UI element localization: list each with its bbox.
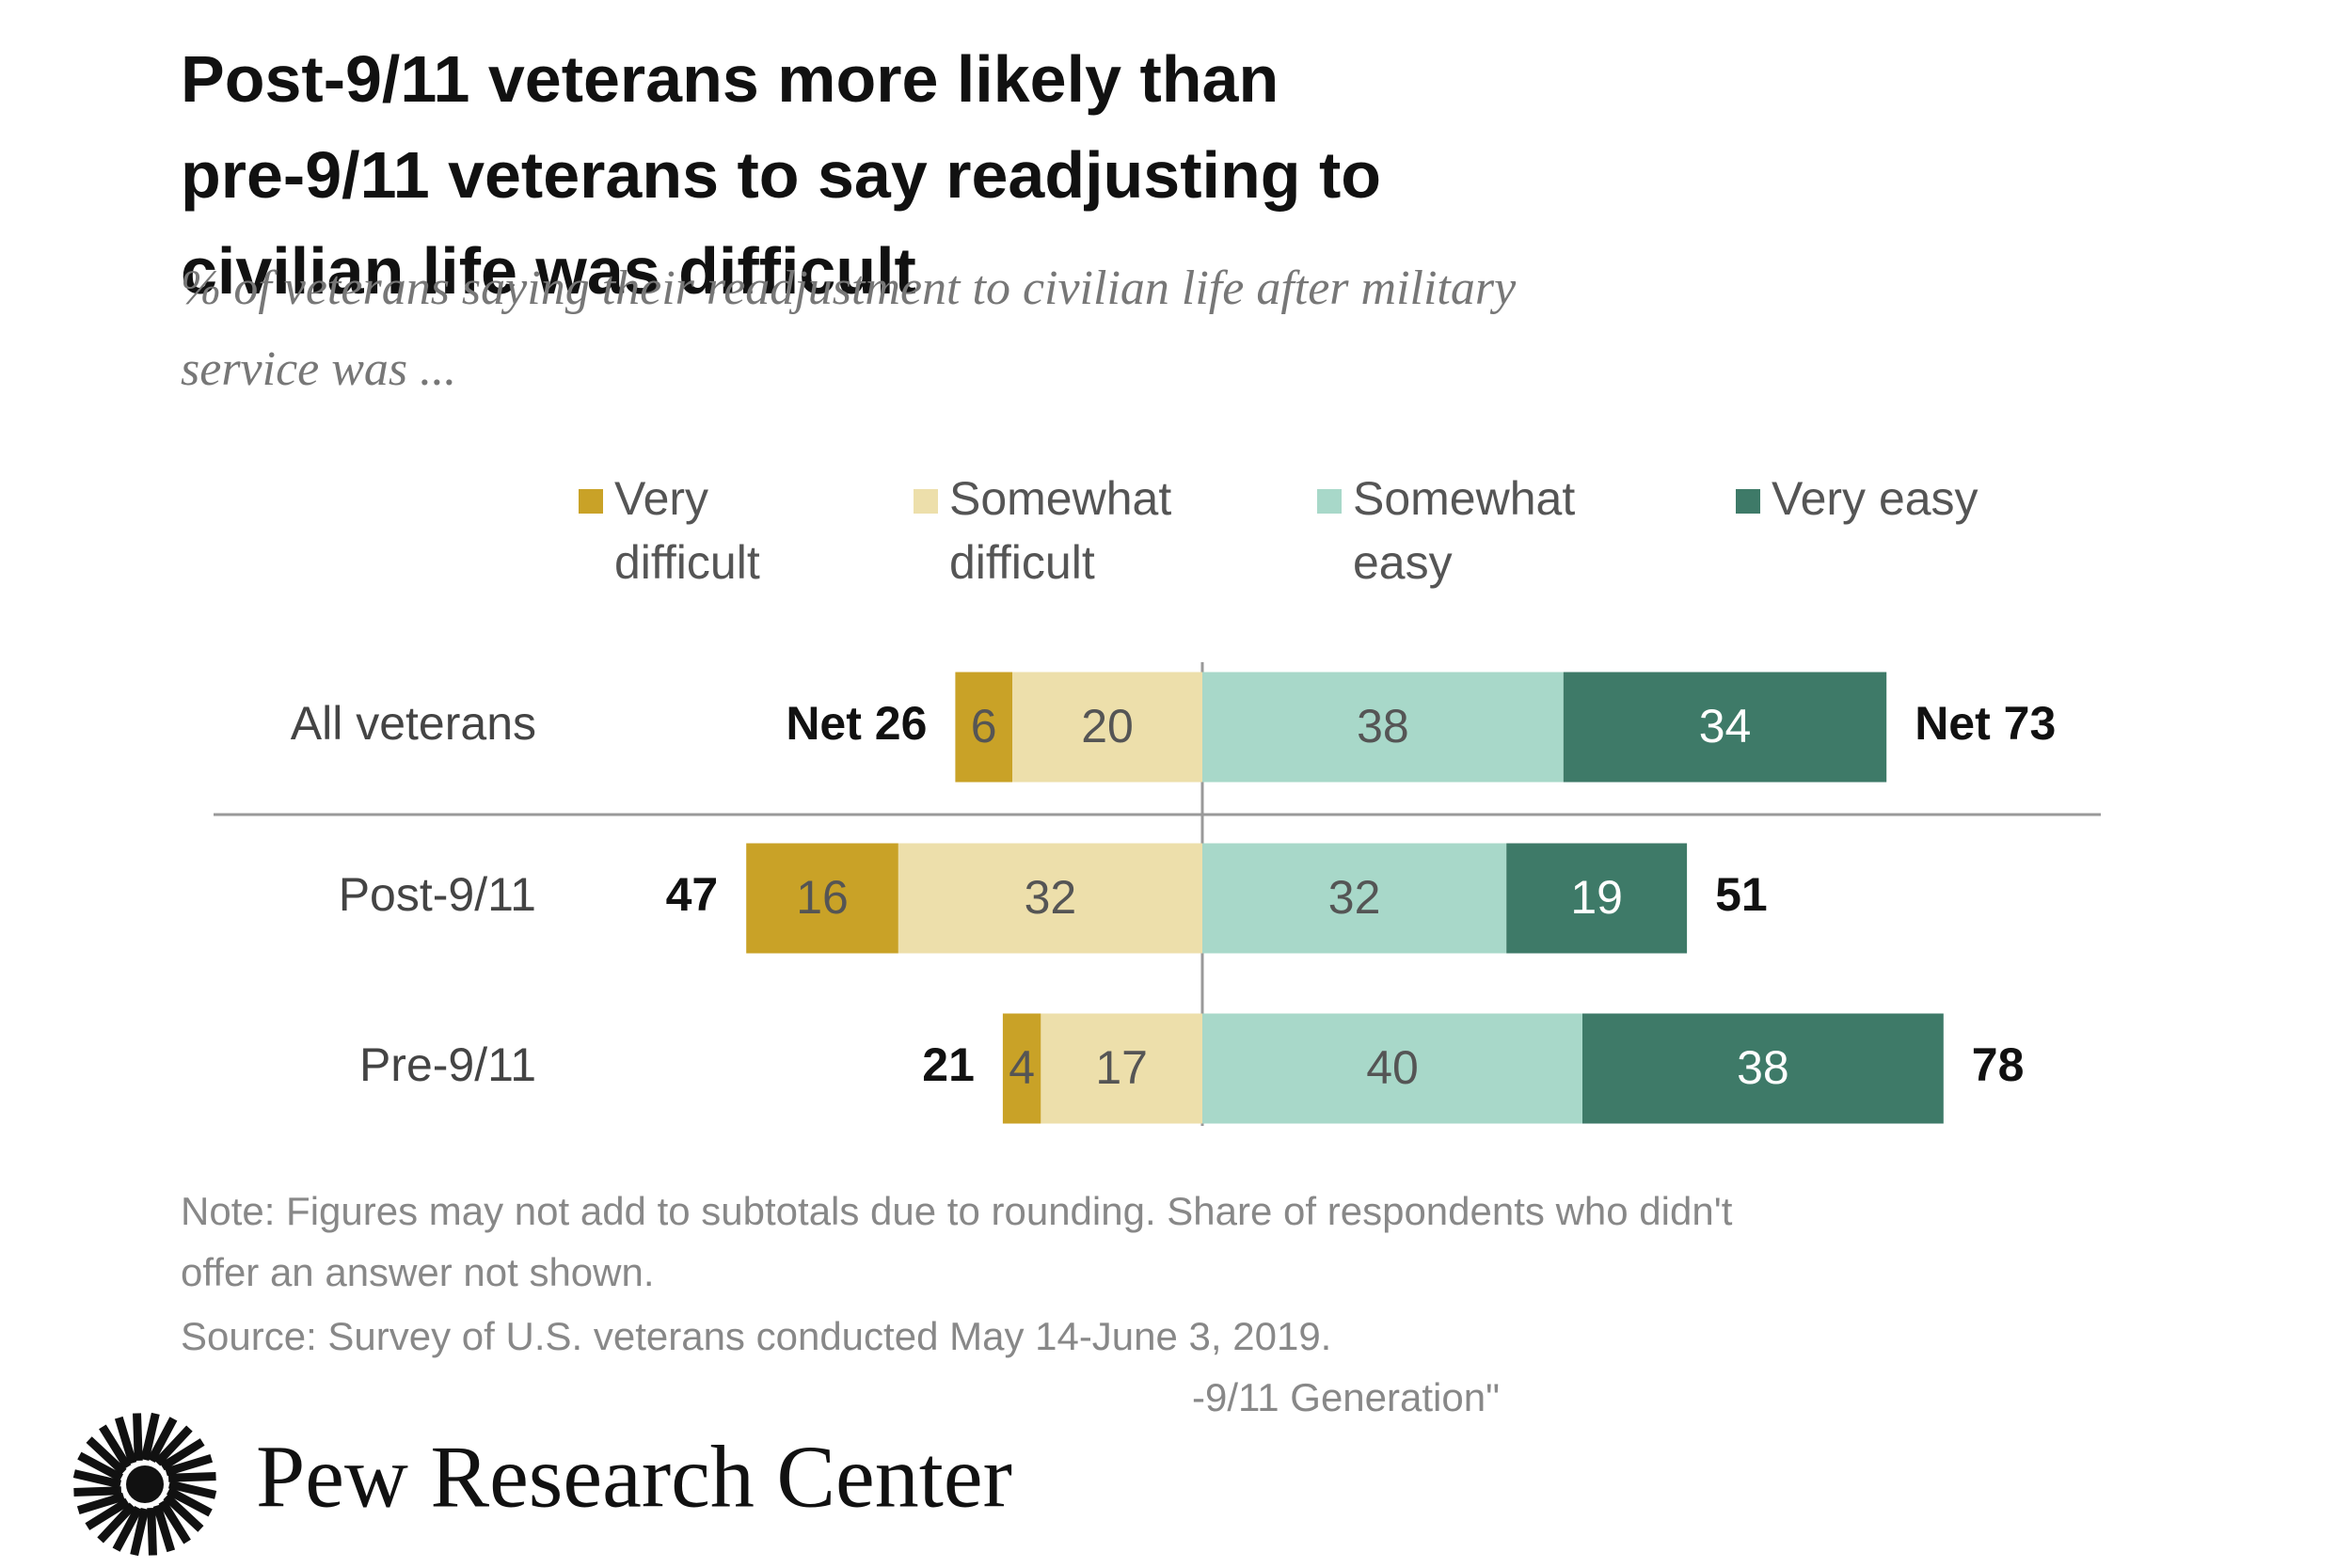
legend-swatch	[1317, 489, 1342, 514]
legend-swatch	[914, 489, 938, 514]
legend-swatch	[579, 489, 603, 514]
net-label: 47	[666, 868, 719, 921]
net-label: 78	[1972, 1038, 2025, 1091]
legend-label: Very difficult	[614, 472, 760, 589]
bar-segment	[746, 843, 898, 954]
logo-icon	[72, 1412, 217, 1557]
logo-ray	[160, 1438, 205, 1471]
logo-ray	[167, 1486, 213, 1517]
data-label: 19	[1570, 871, 1623, 924]
logo-core	[126, 1465, 164, 1503]
logo-ray	[165, 1453, 214, 1477]
logo-ray	[130, 1507, 150, 1557]
logo-ray	[72, 1469, 122, 1489]
logo-ray	[76, 1492, 125, 1515]
logo-ray	[140, 1412, 160, 1462]
logo-ray	[85, 1497, 130, 1530]
logo-ray	[153, 1425, 193, 1466]
note: Source: Survey of U.S. veterans conducte…	[181, 1314, 1331, 1358]
data-label: 16	[796, 871, 849, 924]
chart-subtitle: % of veterans saying their readjustment …	[181, 261, 1517, 396]
data-label: 32	[1328, 871, 1381, 924]
note: offer an answer not shown.	[181, 1250, 655, 1294]
logo-ray	[86, 1436, 127, 1476]
logo-ray	[152, 1504, 176, 1553]
category-label: Pre-9/11	[359, 1038, 536, 1091]
bar-segment	[1041, 1013, 1202, 1124]
logo-ray	[73, 1486, 122, 1497]
bar-segment	[1202, 843, 1507, 954]
net-label: 21	[922, 1038, 975, 1091]
bar-segment	[898, 843, 1202, 954]
note: Note: Figures may not add to subtotals d…	[181, 1189, 1733, 1233]
bar-segment	[1582, 1013, 1944, 1124]
data-label: 38	[1357, 700, 1409, 752]
logo-ray	[114, 1416, 137, 1465]
bar-segment	[1012, 672, 1202, 783]
bar-segment	[1202, 672, 1564, 783]
logo-ray	[158, 1499, 191, 1544]
note: -9/11 Generation"	[1192, 1375, 1500, 1419]
logo-ray	[163, 1493, 204, 1532]
data-label: 38	[1737, 1041, 1789, 1094]
logo-ray	[147, 1507, 157, 1556]
legend-label: Very easy	[1772, 472, 1979, 525]
chart-title: Post-9/11 veterans more likely than pre-9…	[181, 42, 1381, 308]
net-label: Net 26	[786, 697, 927, 750]
data-label: 4	[1009, 1041, 1035, 1094]
bar-segment	[1202, 1013, 1582, 1124]
bar-segment	[1506, 843, 1688, 954]
logo-ray	[97, 1502, 136, 1544]
data-label: 17	[1095, 1041, 1148, 1094]
logo-ray	[112, 1506, 143, 1552]
category-label: Post-9/11	[339, 868, 536, 921]
data-label: 6	[971, 700, 997, 752]
net-label: 51	[1715, 868, 1768, 921]
legend-label: Somewhat easy	[1353, 472, 1575, 589]
category-label: All veterans	[291, 697, 536, 750]
logo-ray	[167, 1480, 217, 1499]
legend-swatch	[1736, 489, 1760, 514]
data-label: 32	[1025, 871, 1077, 924]
logo-ray	[99, 1424, 132, 1469]
logo-text: Pew Research Center	[256, 1429, 1012, 1527]
legend-label: Somewhat difficult	[949, 472, 1171, 589]
logo-ray	[167, 1472, 216, 1482]
bar-segment	[955, 672, 1012, 783]
data-label: 20	[1081, 700, 1134, 752]
bar-segment	[1002, 1013, 1041, 1124]
data-label: 34	[1699, 700, 1752, 752]
data-label: 40	[1366, 1041, 1419, 1094]
logo-ray	[147, 1417, 178, 1463]
logo-ray	[133, 1413, 143, 1462]
logo-ray	[77, 1451, 123, 1482]
net-label: Net 73	[1915, 697, 2056, 750]
bar-segment	[1563, 672, 1887, 783]
